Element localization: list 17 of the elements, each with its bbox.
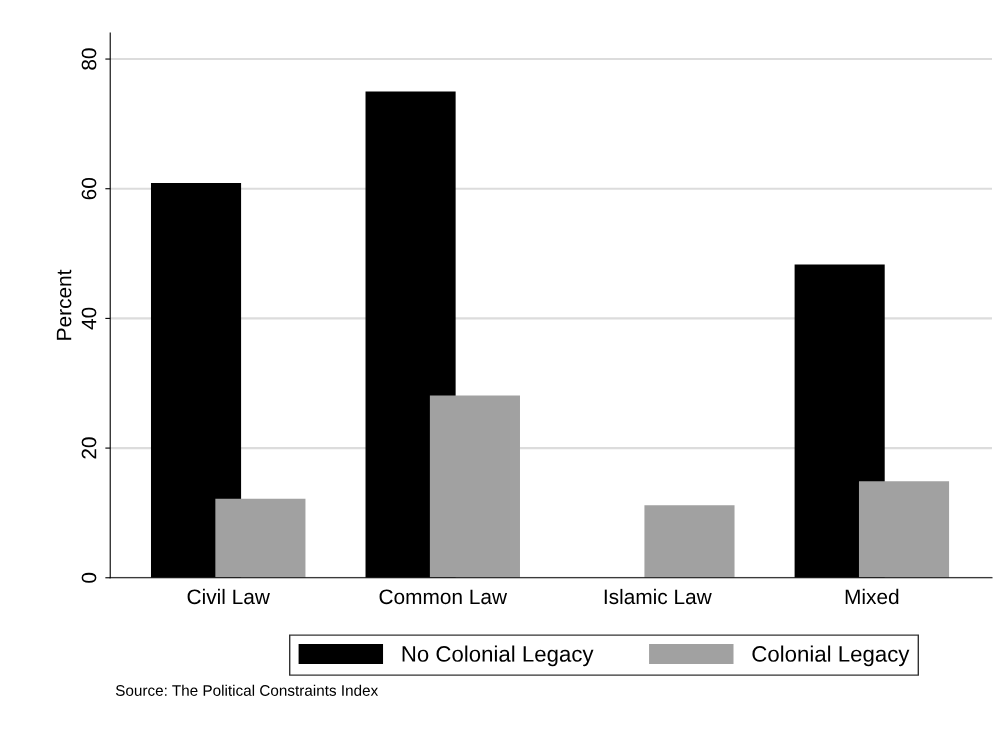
legend-label: Colonial Legacy <box>752 645 910 667</box>
bar <box>429 395 520 578</box>
source-note: Source: The Political Constraints Index <box>115 684 379 696</box>
x-tick-label: Common Law <box>379 589 508 605</box>
y-tick-label: 40 <box>81 307 97 330</box>
y-tick-label: 0 <box>81 572 97 583</box>
x-tick-label: Islamic Law <box>604 588 712 605</box>
y-tick-label: 60 <box>81 177 97 200</box>
legend-label: No Colonial Legacy <box>402 645 594 667</box>
y-tick-label: 20 <box>81 437 97 459</box>
y-axis-title: Percent <box>56 269 72 340</box>
bar <box>644 505 735 578</box>
x-tick-label: Civil Law <box>187 588 270 605</box>
x-tick-label: Mixed <box>845 588 899 605</box>
bar <box>215 498 306 578</box>
y-tick-label: 80 <box>81 48 97 70</box>
bar <box>858 481 950 578</box>
